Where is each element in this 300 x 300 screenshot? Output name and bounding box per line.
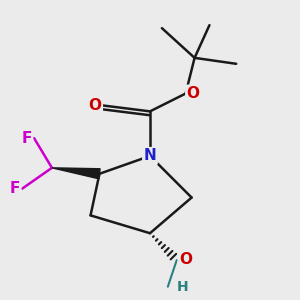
Text: O: O	[187, 86, 200, 101]
Text: O: O	[179, 253, 192, 268]
Polygon shape	[52, 168, 100, 179]
Text: F: F	[22, 130, 32, 146]
Text: F: F	[10, 181, 20, 196]
Text: H: H	[177, 280, 188, 294]
Text: N: N	[144, 148, 156, 164]
Text: O: O	[88, 98, 101, 113]
